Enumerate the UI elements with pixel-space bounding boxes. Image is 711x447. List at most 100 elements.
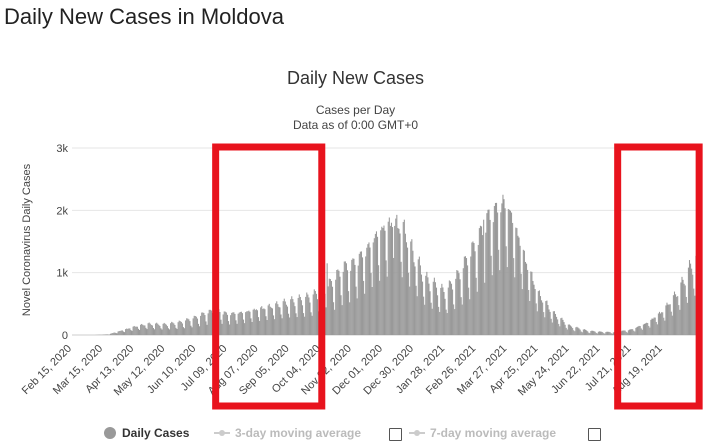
daily-cases-bar (475, 277, 477, 335)
daily-cases-bar (460, 297, 462, 335)
daily-cases-bar (469, 299, 471, 335)
daily-cases-bar (566, 329, 568, 335)
daily-cases-bar (278, 306, 280, 335)
chart-title: Daily New Cases (286, 68, 425, 88)
daily-cases-bar (468, 287, 470, 335)
daily-cases-bar (433, 277, 435, 335)
daily-cases-bar (587, 331, 589, 335)
daily-cases-bar (390, 222, 393, 335)
daily-cases-bar (252, 309, 254, 335)
daily-cases-bar (135, 326, 137, 335)
y-tick-label: 2k (56, 205, 68, 217)
daily-cases-bar (442, 287, 444, 335)
legend-item-daily-cases[interactable]: Daily Cases (104, 424, 189, 442)
daily-cases-bar (553, 311, 555, 335)
daily-cases-bar (402, 222, 404, 335)
daily-cases-bar (303, 313, 305, 335)
daily-cases-bar (672, 295, 674, 335)
y-axis-label: Novel Coronavirus Daily Cases (21, 163, 33, 316)
daily-cases-bar (405, 242, 408, 335)
daily-cases-bar (306, 292, 308, 335)
checkbox-3-day-moving-average[interactable] (389, 428, 402, 441)
daily-cases-bar (223, 311, 225, 335)
daily-cases-bar (397, 227, 399, 335)
daily-cases-bar (548, 309, 550, 335)
daily-cases-bar (398, 228, 400, 335)
daily-cases-bar (226, 314, 228, 335)
legend-item-3-day-moving-average[interactable]: 3-day moving average (214, 424, 361, 442)
daily-cases-bar (165, 324, 167, 335)
daily-cases-bar (498, 249, 500, 335)
legend: Daily Cases 3-day moving average 7-day m… (0, 424, 711, 442)
daily-cases-bar (533, 284, 535, 335)
daily-cases-bar (410, 241, 412, 335)
daily-cases-bar (582, 329, 584, 335)
daily-cases-bar (145, 327, 147, 335)
daily-cases-bar (337, 269, 339, 335)
daily-cases-bar (554, 313, 557, 335)
daily-cases-bar (314, 291, 316, 335)
daily-cases-bar (141, 323, 143, 335)
daily-cases-bar (522, 249, 524, 335)
daily-cases-bar (472, 241, 474, 335)
daily-cases-bar (612, 332, 614, 335)
daily-cases-bar (507, 209, 509, 335)
daily-cases-bar (655, 321, 657, 335)
daily-cases-bar (282, 301, 284, 335)
daily-cases-bar (426, 271, 428, 335)
daily-cases-bar (311, 315, 313, 335)
daily-cases-bar (380, 230, 382, 335)
daily-cases-bar (172, 322, 174, 335)
daily-cases-bar (443, 292, 445, 335)
daily-cases-bar (656, 324, 658, 335)
daily-cases-bar (316, 299, 319, 335)
daily-cases-bar (686, 302, 688, 335)
daily-cases-bar (150, 324, 152, 335)
daily-cases-bar (357, 265, 359, 335)
daily-cases-bar (235, 320, 237, 335)
daily-cases-bar (653, 317, 655, 335)
daily-cases-bar (298, 294, 300, 335)
highlight-box (212, 143, 326, 410)
daily-cases-bar (115, 333, 117, 335)
daily-cases-bar (264, 309, 266, 335)
legend-item-7-day-moving-average[interactable]: 7-day moving average (409, 424, 556, 442)
daily-cases-bar (429, 291, 431, 335)
daily-cases-bar (338, 270, 340, 335)
daily-cases-bar (645, 323, 647, 335)
daily-cases-bar (641, 329, 643, 335)
daily-cases-bar (607, 331, 609, 335)
daily-cases-bar (328, 278, 330, 335)
daily-cases-bar (648, 325, 650, 335)
daily-cases-bar (359, 251, 361, 335)
daily-cases-bar (247, 311, 249, 335)
daily-cases-bar (424, 304, 426, 335)
daily-cases-bar (574, 331, 576, 335)
daily-cases-bar (438, 306, 440, 335)
daily-cases-bar (167, 328, 170, 335)
daily-cases-bar (279, 307, 281, 335)
daily-cases-bar (123, 332, 126, 335)
daily-cases-bar (633, 330, 635, 335)
daily-cases-bar (346, 270, 349, 335)
daily-cases-bar (637, 326, 639, 335)
daily-cases-bar (453, 304, 455, 335)
daily-cases-bar (310, 312, 312, 335)
daily-cases-bar (514, 277, 516, 335)
daily-cases-bar (532, 280, 534, 335)
daily-cases-bar (579, 329, 581, 335)
daily-cases-bar (121, 330, 123, 335)
daily-cases-bar (549, 311, 551, 335)
daily-cases-bar (440, 287, 442, 335)
daily-cases-bar (385, 260, 387, 335)
daily-cases-bar (349, 302, 351, 335)
daily-cases-bar (342, 271, 344, 335)
daily-cases-bar (129, 328, 131, 335)
daily-cases-bar (515, 227, 517, 335)
daily-cases-bar (371, 287, 373, 335)
daily-cases-bar (148, 322, 150, 335)
checkbox-7-day-moving-average[interactable] (588, 428, 601, 441)
daily-cases-bar (106, 334, 108, 335)
daily-cases-bar (230, 315, 232, 335)
legend-line-icon (409, 430, 425, 436)
